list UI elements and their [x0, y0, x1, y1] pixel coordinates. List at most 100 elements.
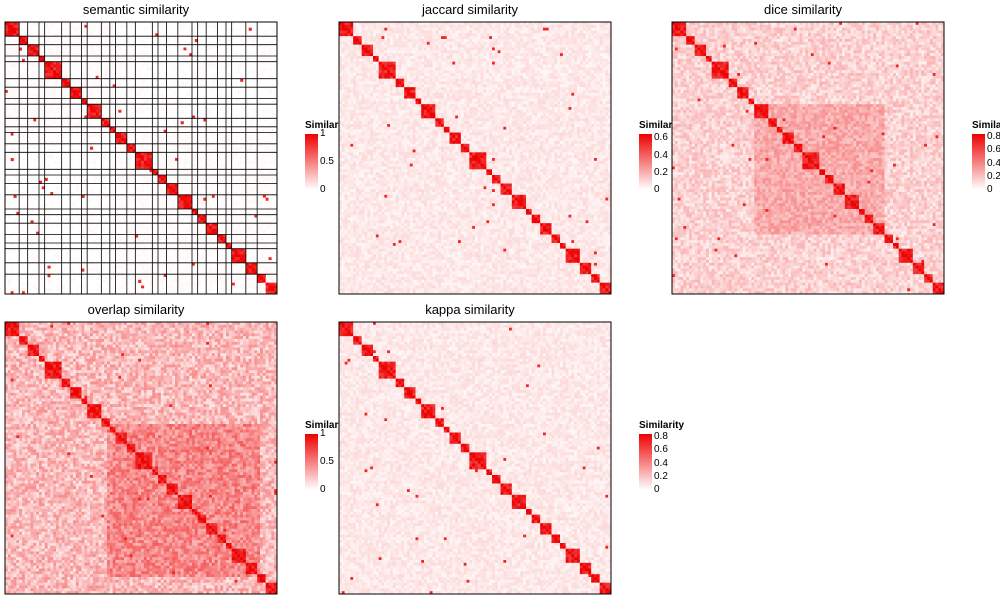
heatmap-cell [44, 141, 48, 145]
heatmap-cell [265, 56, 269, 60]
heatmap-cell [166, 223, 170, 227]
heatmap-cell [469, 22, 473, 26]
heatmap-cell [203, 22, 207, 26]
heatmap-diagonal-cell [27, 44, 31, 48]
heatmap-cell [228, 115, 232, 119]
heatmap-cell [118, 226, 122, 230]
heatmap-cell [234, 271, 238, 275]
heatmap-cell [27, 56, 31, 60]
heatmap-cell [206, 84, 210, 88]
heatmap-cell [271, 169, 275, 173]
heatmap-cell [87, 98, 91, 102]
heatmap-cell [271, 172, 275, 176]
heatmap-cell [231, 214, 235, 218]
heatmap-cell [404, 27, 408, 31]
heatmap-cell [13, 50, 17, 54]
heatmap-cell [141, 138, 145, 142]
heatmap-cell [19, 109, 23, 113]
heatmap-cell [237, 189, 241, 193]
heatmap-diagonal-cell [155, 172, 159, 176]
heatmap-cell [104, 30, 108, 34]
heatmap-cell [155, 115, 159, 119]
heatmap-cell [126, 132, 130, 136]
heatmap-cell [588, 33, 592, 37]
heatmap-cell [152, 228, 156, 232]
heatmap-cell [262, 220, 266, 224]
heatmap-cell [155, 78, 159, 82]
heatmap-cell [16, 53, 20, 57]
heatmap-cell [274, 87, 278, 91]
heatmap-cell [75, 112, 79, 116]
heatmap-cell [16, 135, 20, 139]
heatmap-cell [138, 257, 142, 261]
heatmap-cell [124, 197, 128, 201]
heatmap-cell [129, 166, 133, 170]
heatmap-diagonal-cell [135, 152, 139, 156]
heatmap-cell [24, 132, 28, 136]
heatmap-cell [112, 271, 116, 275]
heatmap-cell [53, 109, 57, 113]
heatmap-diagonal-cell [126, 143, 130, 147]
heatmap-cell [146, 132, 150, 136]
heatmap-cell [189, 78, 193, 82]
heatmap-cell [257, 237, 261, 241]
heatmap-cell [44, 67, 48, 71]
heatmap-cell [98, 285, 102, 289]
heatmap-cell [526, 33, 530, 37]
heatmap-cell [10, 78, 14, 82]
heatmap-cell [262, 231, 266, 235]
heatmap-cell [27, 118, 31, 122]
heatmap-cell [138, 135, 142, 139]
heatmap-cell [228, 223, 232, 227]
heatmap-cell [64, 245, 68, 249]
heatmap-cell [234, 248, 238, 252]
heatmap-cell [146, 177, 150, 181]
heatmap-cell [90, 92, 94, 96]
heatmap-cell [248, 200, 252, 204]
heatmap-cell [537, 30, 541, 34]
heatmap-cell [206, 47, 210, 51]
heatmap-cell [90, 118, 94, 122]
heatmap-cell [143, 237, 147, 241]
heatmap-cell [16, 30, 20, 34]
heatmap-cell [172, 166, 176, 170]
heatmap-cell [260, 50, 264, 54]
heatmap-cell [58, 36, 62, 40]
heatmap-cell [339, 27, 343, 31]
heatmap-cell [183, 73, 187, 77]
heatmap-cell [141, 211, 145, 215]
heatmap-cell [206, 231, 210, 235]
heatmap-cell [90, 61, 94, 65]
heatmap-cell [7, 234, 11, 238]
heatmap-cell [197, 22, 201, 26]
heatmap-cell [56, 50, 60, 54]
heatmap-cell [203, 257, 207, 261]
heatmap-cell [594, 30, 598, 34]
heatmap-cell [143, 126, 147, 130]
heatmap-cell [141, 262, 145, 266]
heatmap-cell [92, 22, 96, 26]
heatmap-cell [240, 231, 244, 235]
heatmap-diagonal-cell [214, 231, 218, 235]
heatmap-cell [90, 30, 94, 34]
heatmap-cell [78, 194, 82, 198]
heatmap-cell [67, 67, 71, 71]
heatmap-cell [387, 30, 391, 34]
heatmap-cell [152, 61, 156, 65]
heatmap-cell [254, 268, 258, 272]
heatmap-cell [197, 228, 201, 232]
heatmap-diagonal-cell [24, 41, 28, 45]
heatmap-cell [155, 180, 159, 184]
heatmap-cell [50, 53, 54, 57]
heatmap-cell [265, 291, 269, 295]
heatmap-cell [70, 132, 74, 136]
heatmap-cell [412, 27, 416, 31]
heatmap-cell [87, 36, 91, 40]
heatmap-cell [214, 200, 218, 204]
heatmap-cell [251, 61, 255, 65]
heatmap-cell [214, 254, 218, 258]
heatmap-cell [143, 132, 147, 136]
heatmap-cell [234, 209, 238, 213]
heatmap-cell [70, 58, 74, 62]
heatmap-cell [240, 146, 244, 150]
